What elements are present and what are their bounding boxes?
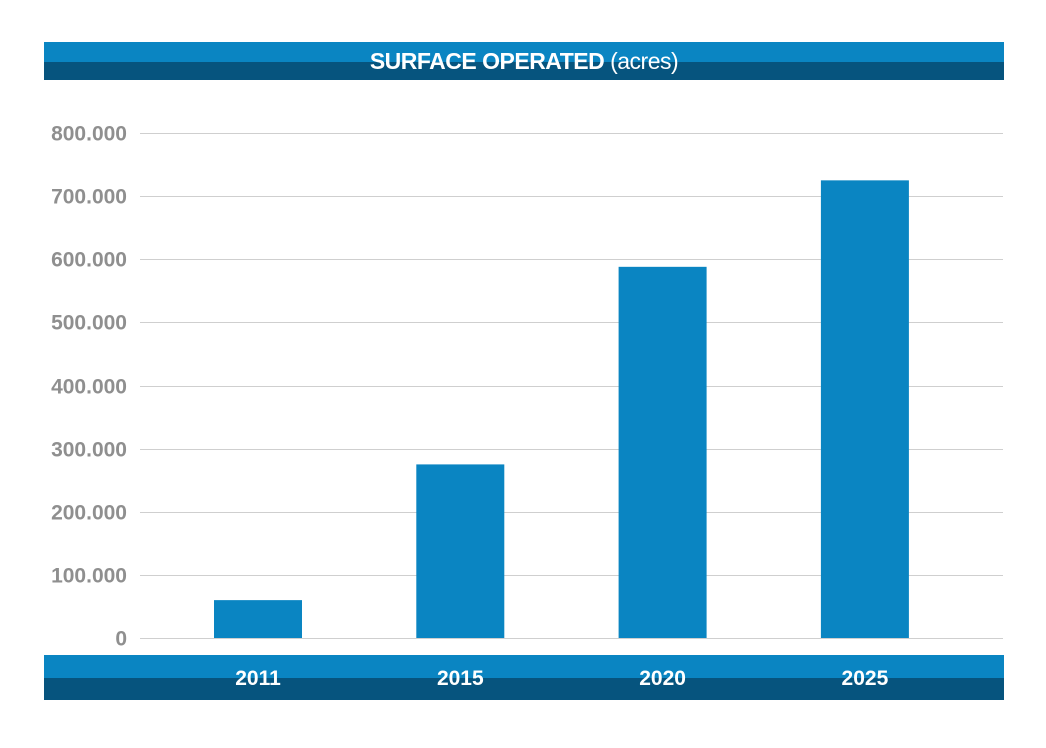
y-tick-label: 300.000 xyxy=(51,439,127,462)
bar-2025 xyxy=(820,180,909,638)
bars xyxy=(214,180,909,638)
chart-title-main: SURFACE OPERATED xyxy=(369,48,605,74)
chart-title-unit: (acres) xyxy=(610,48,679,74)
title-band-dark xyxy=(44,62,1004,80)
y-tick-label: 700.000 xyxy=(51,186,127,209)
x-axis-band-dark xyxy=(44,678,1004,700)
y-axis-ticks: 0 100.000 200.000 300.000 400.000 500.000 600.… xyxy=(51,123,127,651)
x-tick-label: 2020 xyxy=(639,667,686,690)
bar-2011 xyxy=(214,600,302,638)
x-tick-label: 2011 xyxy=(235,667,281,690)
x-tick-label: 2015 xyxy=(437,667,484,690)
y-tick-label: 200.000 xyxy=(51,502,127,525)
y-tick-label: 500.000 xyxy=(51,312,127,335)
chart-title: SURFACE OPERATED (acres) xyxy=(44,42,1004,80)
y-tick-label: 600.000 xyxy=(51,249,127,272)
y-tick-label: 800.000 xyxy=(51,123,127,146)
y-tick-label: 100.000 xyxy=(51,565,127,588)
title-band-light xyxy=(44,42,1004,62)
bar-2020 xyxy=(618,266,707,638)
x-axis-band xyxy=(44,655,1004,700)
y-tick-label: 0 xyxy=(115,628,127,651)
bar-2015 xyxy=(416,464,505,638)
x-tick-label: 2025 xyxy=(842,667,889,690)
chart-title-band: SURFACE OPERATED (acres) xyxy=(44,42,1004,80)
x-axis-band-light xyxy=(44,655,1004,678)
y-tick-label: 400.000 xyxy=(51,376,127,399)
x-axis-ticks: 2011 2015 2020 2025 xyxy=(235,667,888,690)
